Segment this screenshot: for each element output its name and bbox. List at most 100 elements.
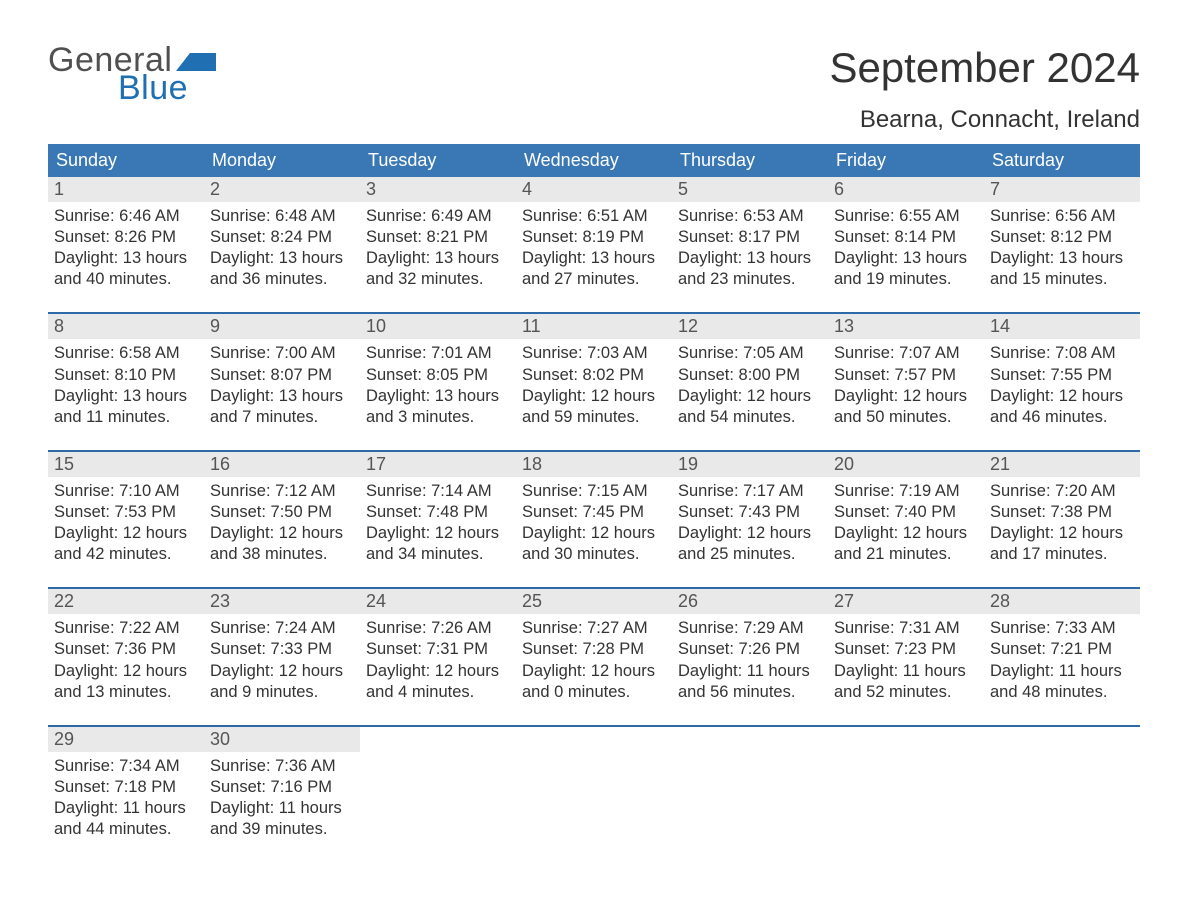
sunrise-line: Sunrise: 7:27 AM — [522, 618, 666, 639]
day-number: 5 — [672, 177, 828, 202]
calendar-week-row: 15Sunrise: 7:10 AMSunset: 7:53 PMDayligh… — [48, 452, 1140, 588]
day-number: 18 — [516, 452, 672, 477]
weekday-header: Tuesday — [360, 144, 516, 177]
calendar-day-cell: 9Sunrise: 7:00 AMSunset: 8:07 PMDaylight… — [204, 314, 360, 450]
sunrise-line: Sunrise: 7:12 AM — [210, 481, 354, 502]
location: Bearna, Connacht, Ireland — [829, 106, 1140, 134]
daylight-line: Daylight: 12 hours and 13 minutes. — [54, 661, 198, 703]
day-number: 4 — [516, 177, 672, 202]
day-number: 24 — [360, 589, 516, 614]
weekday-header: Wednesday — [516, 144, 672, 177]
calendar-day-cell: 1Sunrise: 6:46 AMSunset: 8:26 PMDaylight… — [48, 177, 204, 313]
weekday-header: Thursday — [672, 144, 828, 177]
daylight-line: Daylight: 13 hours and 19 minutes. — [834, 248, 978, 290]
day-number: 8 — [48, 314, 204, 339]
calendar-day-cell: 19Sunrise: 7:17 AMSunset: 7:43 PMDayligh… — [672, 452, 828, 588]
sunrise-line: Sunrise: 7:00 AM — [210, 343, 354, 364]
sunset-line: Sunset: 8:24 PM — [210, 227, 354, 248]
calendar-day-cell: 2 Sunrise: 6:48 AMSunset: 8:24 PMDaylight… — [204, 177, 360, 313]
sunset-line: Sunset: 7:18 PM — [54, 777, 198, 798]
day-number: 12 — [672, 314, 828, 339]
calendar-day-cell — [984, 727, 1140, 862]
daylight-line: Daylight: 13 hours and 23 minutes. — [678, 248, 822, 290]
day-body: Sunrise: 7:36 AMSunset: 7:16 PMDaylight:… — [204, 752, 360, 840]
daylight-line: Daylight: 12 hours and 17 minutes. — [990, 523, 1134, 565]
calendar-day-cell: 4Sunrise: 6:51 AMSunset: 8:19 PMDaylight… — [516, 177, 672, 313]
daylight-line: Daylight: 13 hours and 7 minutes. — [210, 386, 354, 428]
calendar-day-cell — [672, 727, 828, 862]
day-number: 27 — [828, 589, 984, 614]
calendar-day-cell: 3Sunrise: 6:49 AMSunset: 8:21 PMDaylight… — [360, 177, 516, 313]
sunset-line: Sunset: 7:55 PM — [990, 365, 1134, 386]
daylight-line: Daylight: 13 hours and 40 minutes. — [54, 248, 198, 290]
day-number: 7 — [984, 177, 1140, 202]
sunrise-line: Sunrise: 6:55 AM — [834, 206, 978, 227]
brand-logo: General Blue — [48, 44, 220, 105]
day-body: Sunrise: 7:12 AMSunset: 7:50 PMDaylight:… — [204, 477, 360, 565]
daylight-line: Daylight: 11 hours and 44 minutes. — [54, 798, 198, 840]
day-body: Sunrise: 7:31 AMSunset: 7:23 PMDaylight:… — [828, 614, 984, 702]
daylight-line: Daylight: 13 hours and 36 minutes. — [210, 248, 354, 290]
sunset-line: Sunset: 7:57 PM — [834, 365, 978, 386]
sunrise-line: Sunrise: 6:53 AM — [678, 206, 822, 227]
calendar-day-cell: 20Sunrise: 7:19 AMSunset: 7:40 PMDayligh… — [828, 452, 984, 588]
calendar-day-cell: 21Sunrise: 7:20 AMSunset: 7:38 PMDayligh… — [984, 452, 1140, 588]
calendar-day-cell: 10Sunrise: 7:01 AMSunset: 8:05 PMDayligh… — [360, 314, 516, 450]
daylight-line: Daylight: 12 hours and 9 minutes. — [210, 661, 354, 703]
sunset-line: Sunset: 7:45 PM — [522, 502, 666, 523]
sunrise-line: Sunrise: 6:48 AM — [210, 206, 354, 227]
sunset-line: Sunset: 7:40 PM — [834, 502, 978, 523]
day-number: 11 — [516, 314, 672, 339]
calendar-day-cell: 17Sunrise: 7:14 AMSunset: 7:48 PMDayligh… — [360, 452, 516, 588]
sunset-line: Sunset: 7:21 PM — [990, 639, 1134, 660]
sunrise-line: Sunrise: 7:15 AM — [522, 481, 666, 502]
day-body: Sunrise: 7:17 AMSunset: 7:43 PMDaylight:… — [672, 477, 828, 565]
sunset-line: Sunset: 7:33 PM — [210, 639, 354, 660]
daylight-line: Daylight: 12 hours and 42 minutes. — [54, 523, 198, 565]
page-title: September 2024 — [829, 44, 1140, 92]
calendar-day-cell: 30Sunrise: 7:36 AMSunset: 7:16 PMDayligh… — [204, 727, 360, 862]
calendar-day-cell: 14Sunrise: 7:08 AMSunset: 7:55 PMDayligh… — [984, 314, 1140, 450]
day-number: 2 — [204, 177, 360, 202]
day-number: 1 — [48, 177, 204, 202]
sunset-line: Sunset: 7:50 PM — [210, 502, 354, 523]
day-number: 25 — [516, 589, 672, 614]
day-body: Sunrise: 7:07 AMSunset: 7:57 PMDaylight:… — [828, 339, 984, 427]
calendar-day-cell: 24Sunrise: 7:26 AMSunset: 7:31 PMDayligh… — [360, 589, 516, 725]
sunset-line: Sunset: 7:43 PM — [678, 502, 822, 523]
weekday-header-row: SundayMondayTuesdayWednesdayThursdayFrid… — [48, 144, 1140, 177]
calendar-day-cell: 22Sunrise: 7:22 AMSunset: 7:36 PMDayligh… — [48, 589, 204, 725]
day-number: 30 — [204, 727, 360, 752]
daylight-line: Daylight: 13 hours and 3 minutes. — [366, 386, 510, 428]
calendar-day-cell — [828, 727, 984, 862]
sunset-line: Sunset: 7:38 PM — [990, 502, 1134, 523]
daylight-line: Daylight: 11 hours and 48 minutes. — [990, 661, 1134, 703]
calendar-day-cell: 27Sunrise: 7:31 AMSunset: 7:23 PMDayligh… — [828, 589, 984, 725]
day-body: Sunrise: 7:15 AMSunset: 7:45 PMDaylight:… — [516, 477, 672, 565]
daylight-line: Daylight: 12 hours and 30 minutes. — [522, 523, 666, 565]
sunset-line: Sunset: 8:05 PM — [366, 365, 510, 386]
daylight-line: Daylight: 12 hours and 4 minutes. — [366, 661, 510, 703]
sunrise-line: Sunrise: 7:01 AM — [366, 343, 510, 364]
daylight-line: Daylight: 13 hours and 11 minutes. — [54, 386, 198, 428]
day-number: 29 — [48, 727, 204, 752]
day-number: 15 — [48, 452, 204, 477]
sunrise-line: Sunrise: 7:10 AM — [54, 481, 198, 502]
calendar-table: SundayMondayTuesdayWednesdayThursdayFrid… — [48, 144, 1140, 862]
daylight-line: Daylight: 12 hours and 21 minutes. — [834, 523, 978, 565]
daylight-line: Daylight: 12 hours and 25 minutes. — [678, 523, 822, 565]
calendar-day-cell: 11Sunrise: 7:03 AMSunset: 8:02 PMDayligh… — [516, 314, 672, 450]
calendar-day-cell — [360, 727, 516, 862]
sunset-line: Sunset: 7:36 PM — [54, 639, 198, 660]
day-number: 6 — [828, 177, 984, 202]
sunrise-line: Sunrise: 7:31 AM — [834, 618, 978, 639]
sunrise-line: Sunrise: 7:07 AM — [834, 343, 978, 364]
sunset-line: Sunset: 7:48 PM — [366, 502, 510, 523]
sunrise-line: Sunrise: 6:49 AM — [366, 206, 510, 227]
day-body: Sunrise: 7:26 AMSunset: 7:31 PMDaylight:… — [360, 614, 516, 702]
daylight-line: Daylight: 13 hours and 15 minutes. — [990, 248, 1134, 290]
day-number: 13 — [828, 314, 984, 339]
calendar-day-cell: 16Sunrise: 7:12 AMSunset: 7:50 PMDayligh… — [204, 452, 360, 588]
day-body: Sunrise: 7:33 AMSunset: 7:21 PMDaylight:… — [984, 614, 1140, 702]
sunset-line: Sunset: 8:10 PM — [54, 365, 198, 386]
